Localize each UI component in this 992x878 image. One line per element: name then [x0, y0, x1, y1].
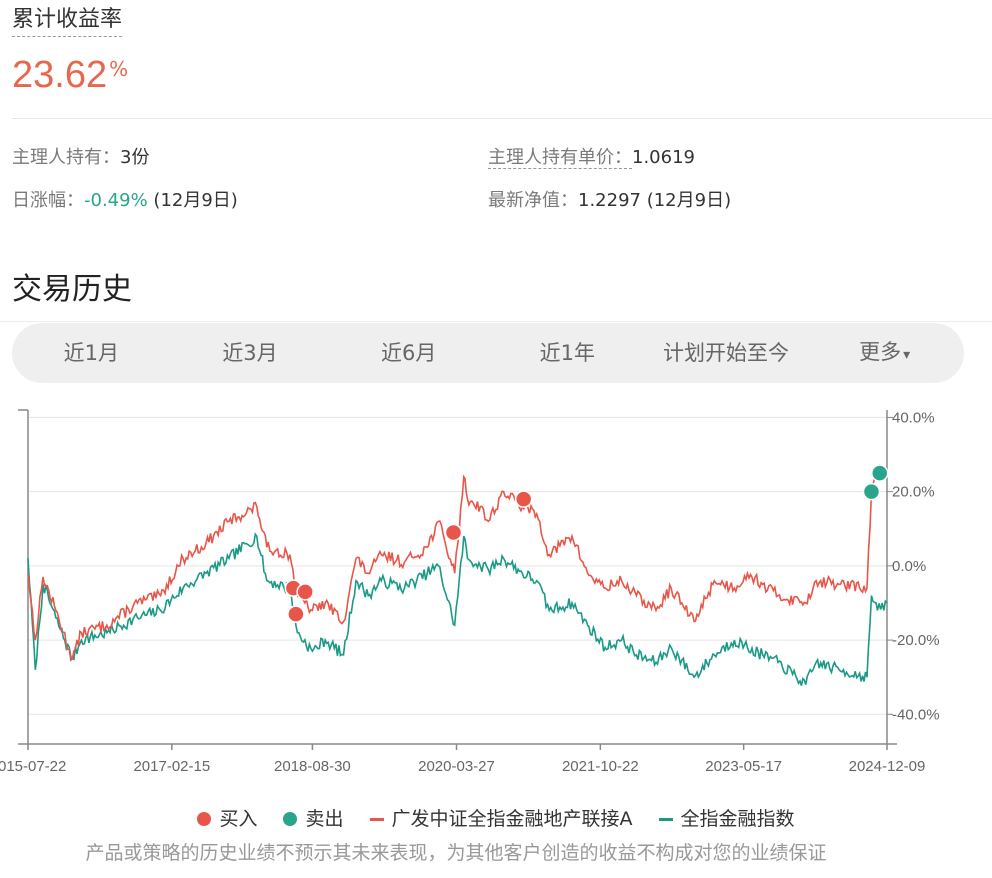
unit-price-info: 主理人持有单价：1.0619 — [488, 146, 695, 170]
index-series-line — [27, 532, 888, 686]
daily-change-value: -0.49% — [84, 190, 148, 211]
sell-marker[interactable] — [870, 464, 889, 482]
tab-3-months[interactable]: 近3月 — [222, 341, 278, 365]
daily-change-label: 日涨幅： — [12, 190, 84, 211]
return-unit: % — [109, 57, 129, 81]
legend-fund[interactable]: 广发中证全指金融地产联接A — [369, 806, 633, 832]
y-tick-label: -20.0% — [892, 632, 940, 649]
fund-series-line — [27, 463, 888, 662]
unit-price-value: 1.0619 — [632, 147, 695, 168]
tab-since-plan-start[interactable]: 计划开始至今 — [663, 341, 790, 365]
y-tick-label: 40.0% — [892, 409, 935, 426]
y-tick-label: 0.0% — [892, 558, 926, 575]
holding-info: 主理人持有：3份 — [12, 146, 149, 170]
holding-value: 3份 — [120, 147, 150, 168]
x-tick-label: 2023-05-17 — [705, 758, 782, 775]
x-tick-label: 2020-03-27 — [418, 758, 495, 775]
y-tick-label: -40.0% — [892, 706, 940, 723]
period-tabs: 近1月 近3月 近6月 近1年 计划开始至今 更多 ▾ — [12, 323, 964, 383]
section-divider — [0, 321, 992, 322]
legend-index-label: 全指金融指数 — [680, 808, 795, 830]
legend-buy-label: 买入 — [219, 808, 258, 830]
buy-marker[interactable] — [444, 523, 463, 542]
performance-disclaimer: 产品或策略的历史业绩不预示其未来表现，为其他客户创造的收益不构成对您的业绩保证 — [85, 842, 827, 864]
sell-marker[interactable] — [862, 482, 881, 501]
trade-history-title: 交易历史 — [12, 272, 132, 307]
daily-change-info: 日涨幅：-0.49% (12月9日) — [12, 189, 238, 213]
chart-legend: 买入 卖出 广发中证全指金融地产联接A 全指金融指数 — [0, 806, 992, 832]
y-tick-label: 20.0% — [892, 484, 935, 501]
sell-dot-icon — [283, 812, 298, 826]
legend-buy[interactable]: 买入 — [197, 806, 257, 832]
buy-marker[interactable] — [514, 490, 533, 508]
tab-1-month[interactable]: 近1月 — [63, 341, 120, 365]
latest-nav-label: 最新净值： — [488, 190, 578, 211]
return-chart[interactable]: 40.0% 20.0% 0.0% -20.0% -40.0% 2015-07-22 2017… — [0, 400, 992, 800]
divider — [12, 118, 992, 119]
legend-index[interactable]: 全指金融指数 — [658, 806, 795, 832]
legend-fund-label: 广发中证全指金融地产联接A — [391, 808, 633, 830]
tab-more[interactable]: 更多 ▾ — [805, 322, 964, 385]
chevron-down-icon: ▾ — [903, 346, 911, 363]
x-tick-label: 2017-02-15 — [133, 758, 210, 775]
cumulative-return-label[interactable]: 累计收益率 — [12, 6, 123, 37]
buy-dot-icon — [197, 812, 212, 826]
daily-change-date: (12月9日) — [153, 190, 238, 211]
latest-nav-value: 1.2297 (12月9日) — [578, 190, 732, 211]
cumulative-return-value: 23.62% — [12, 50, 128, 107]
legend-sell-label: 卖出 — [305, 808, 344, 830]
x-tick-label: 2021-10-22 — [562, 758, 639, 775]
buy-marker[interactable] — [287, 605, 305, 623]
x-tick-label: 2018-08-30 — [274, 758, 351, 775]
unit-price-label[interactable]: 主理人持有单价： — [488, 147, 632, 169]
x-tick-label: 2024-12-09 — [849, 758, 926, 775]
legend-sell[interactable]: 卖出 — [283, 806, 344, 832]
index-line-icon — [658, 817, 673, 821]
buy-marker[interactable] — [296, 583, 314, 601]
fund-line-icon — [369, 817, 384, 821]
return-number: 23.62 — [12, 54, 108, 96]
holding-label: 主理人持有： — [12, 147, 120, 168]
x-tick-label: 2015-07-22 — [0, 758, 66, 775]
tab-more-label: 更多 — [859, 339, 902, 364]
tab-1-year[interactable]: 近1年 — [539, 341, 596, 365]
latest-nav-info: 最新净值：1.2297 (12月9日) — [488, 189, 731, 213]
tab-6-months[interactable]: 近6月 — [380, 341, 437, 365]
